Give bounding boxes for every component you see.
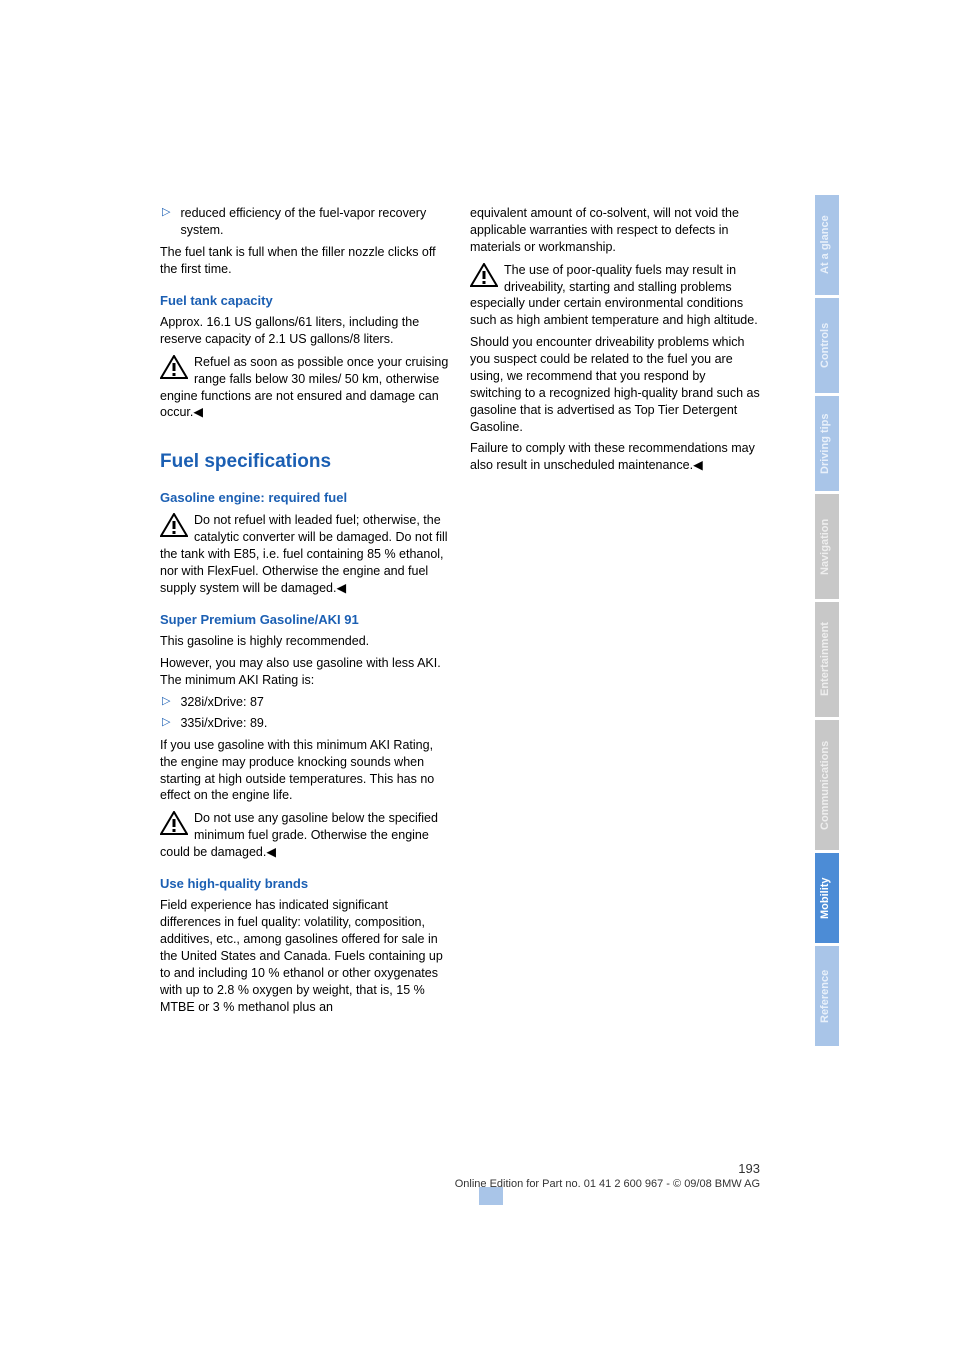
warning-block: Do not refuel with leaded fuel; otherwis… — [160, 512, 450, 596]
page-bottom-marker — [479, 1187, 503, 1205]
warning-text: The use of poor-quality fuels may result… — [470, 263, 758, 328]
warning-block: Refuel as soon as possible once your cru… — [160, 354, 450, 422]
side-tabs: At a glance Controls Driving tips Navigatio… — [815, 195, 839, 1049]
warning-block: The use of poor-quality fuels may result… — [470, 262, 760, 330]
bullet-item: ▷ 335i/xDrive: 89. — [160, 715, 450, 732]
right-column: equivalent amount of co-solvent, will no… — [470, 205, 760, 1021]
warning-block: Do not use any gasoline below the specif… — [160, 810, 450, 861]
warning-text: Do not refuel with leaded fuel; otherwis… — [160, 513, 448, 595]
left-column: ▷ reduced efficiency of the fuel-vapor r… — [160, 205, 450, 1021]
warning-icon — [160, 811, 188, 835]
bullet-text: 328i/xDrive: 87 — [180, 694, 263, 711]
end-mark-icon: ◀ — [693, 457, 703, 474]
page-number: 193 — [160, 1161, 760, 1176]
triangle-bullet-icon: ▷ — [162, 694, 170, 711]
end-mark-icon: ◀ — [336, 580, 346, 597]
footer-line: Online Edition for Part no. 01 41 2 600 … — [160, 1178, 760, 1190]
side-tab[interactable]: Controls — [815, 298, 839, 393]
side-tab[interactable]: Communications — [815, 720, 839, 850]
side-tab[interactable]: Mobility — [815, 853, 839, 943]
paragraph: Should you encounter driveability proble… — [470, 334, 760, 435]
paragraph: The fuel tank is full when the filler no… — [160, 244, 450, 278]
paragraph: However, you may also use gasoline with … — [160, 655, 450, 689]
triangle-bullet-icon: ▷ — [162, 715, 170, 732]
end-mark-icon: ◀ — [266, 844, 276, 861]
paragraph: equivalent amount of co-solvent, will no… — [470, 205, 760, 256]
bullet-item: ▷ 328i/xDrive: 87 — [160, 694, 450, 711]
content-columns: ▷ reduced efficiency of the fuel-vapor r… — [160, 205, 920, 1021]
bullet-item: ▷ reduced efficiency of the fuel-vapor r… — [160, 205, 450, 239]
side-tab[interactable]: At a glance — [815, 195, 839, 295]
triangle-bullet-icon: ▷ — [162, 205, 170, 239]
paragraph: If you use gasoline with this minimum AK… — [160, 737, 450, 805]
bullet-text: reduced efficiency of the fuel-vapor rec… — [180, 205, 450, 239]
heading-capacity: Fuel tank capacity — [160, 292, 450, 310]
heading-super: Super Premium Gasoline/AKI 91 — [160, 611, 450, 629]
side-tab[interactable]: Navigation — [815, 494, 839, 599]
paragraph-text: Failure to comply with these recommendat… — [470, 441, 755, 472]
bullet-text: 335i/xDrive: 89. — [180, 715, 267, 732]
heading-gasoline: Gasoline engine: required fuel — [160, 489, 450, 507]
side-tab[interactable]: Reference — [815, 946, 839, 1046]
warning-icon — [160, 513, 188, 537]
warning-text: Refuel as soon as possible once your cru… — [160, 355, 448, 420]
page: ▷ reduced efficiency of the fuel-vapor r… — [0, 0, 954, 1350]
footer: 193 Online Edition for Part no. 01 41 2 … — [160, 1161, 760, 1190]
paragraph: This gasoline is highly recommended. — [160, 633, 450, 650]
side-tab[interactable]: Entertainment — [815, 602, 839, 717]
paragraph: Field experience has indicated significa… — [160, 897, 450, 1015]
heading-brands: Use high-quality brands — [160, 875, 450, 893]
paragraph: Failure to comply with these recommendat… — [470, 440, 760, 474]
heading-fuel-spec: Fuel specifications — [160, 449, 450, 475]
end-mark-icon: ◀ — [193, 404, 203, 421]
warning-text: Do not use any gasoline below the specif… — [160, 811, 438, 859]
warning-icon — [470, 263, 498, 287]
paragraph: Approx. 16.1 US gallons/61 liters, inclu… — [160, 314, 450, 348]
side-tab[interactable]: Driving tips — [815, 396, 839, 491]
warning-icon — [160, 355, 188, 379]
